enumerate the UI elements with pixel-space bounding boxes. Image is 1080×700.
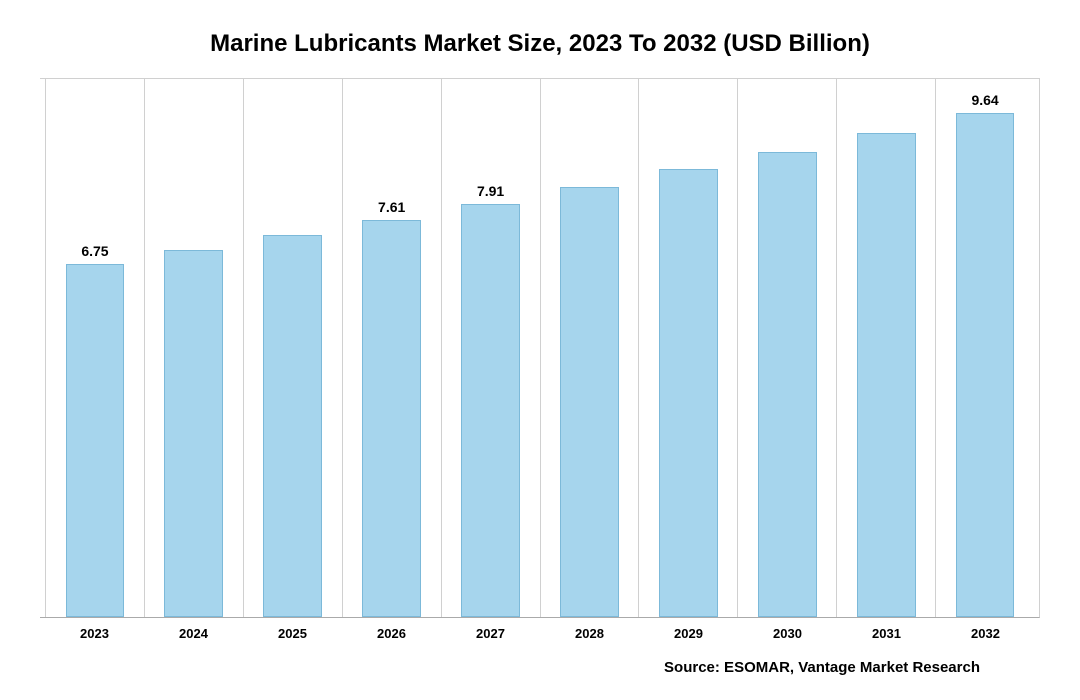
x-axis-label: 2032 <box>936 626 1035 641</box>
bar-slot: 7.61 <box>342 79 441 617</box>
plot-area: 6.75 7.61 7.91 9.64 <box>40 78 1040 618</box>
x-axis-label: 2031 <box>837 626 936 641</box>
x-axis-label: 2030 <box>738 626 837 641</box>
bar-slot <box>638 79 737 617</box>
bar <box>857 133 916 617</box>
bar-value-label: 7.91 <box>462 183 519 199</box>
x-axis-label: 2028 <box>540 626 639 641</box>
bar-slot: 7.91 <box>441 79 540 617</box>
x-axis-label: 2029 <box>639 626 738 641</box>
x-axis-label: 2024 <box>144 626 243 641</box>
bar <box>560 187 619 617</box>
bar-slot <box>737 79 836 617</box>
bar: 6.75 <box>66 264 125 617</box>
bar <box>263 235 322 617</box>
bar <box>659 169 718 617</box>
bar-slot <box>144 79 243 617</box>
x-axis-label: 2026 <box>342 626 441 641</box>
bar-slot <box>243 79 342 617</box>
x-axis-label: 2023 <box>45 626 144 641</box>
bars-container: 6.75 7.61 7.91 9.64 <box>40 79 1039 617</box>
bar: 9.64 <box>956 113 1015 617</box>
x-axis-labels: 2023202420252026202720282029203020312032 <box>40 626 1040 641</box>
bar-value-label: 6.75 <box>67 243 124 259</box>
bar-slot <box>540 79 639 617</box>
bar: 7.61 <box>362 220 421 617</box>
x-axis-label: 2027 <box>441 626 540 641</box>
bar-value-label: 9.64 <box>957 92 1014 108</box>
bar-slot <box>836 79 935 617</box>
x-axis-label: 2025 <box>243 626 342 641</box>
bar-slot: 6.75 <box>45 79 144 617</box>
chart-title: Marine Lubricants Market Size, 2023 To 2… <box>30 30 1050 58</box>
bar-value-label: 7.61 <box>363 199 420 215</box>
bar <box>164 250 223 617</box>
source-attribution: Source: ESOMAR, Vantage Market Research <box>40 659 1040 676</box>
bar <box>758 152 817 617</box>
bar: 7.91 <box>461 204 520 617</box>
bar-slot: 9.64 <box>935 79 1034 617</box>
